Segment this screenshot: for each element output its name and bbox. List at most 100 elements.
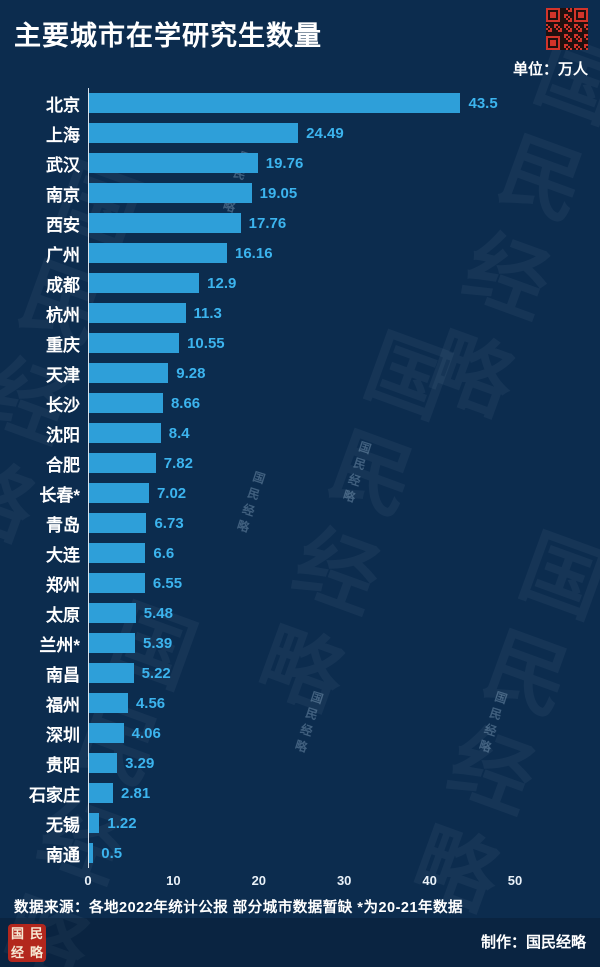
bar — [89, 153, 258, 173]
seal-char: 略 — [29, 945, 43, 960]
bar-value-label: 19.05 — [259, 184, 298, 202]
credit-label: 制作：国民经略 — [480, 934, 586, 951]
bar — [89, 363, 169, 383]
bar-row: 北京 43.5 — [0, 88, 600, 118]
bar — [89, 123, 299, 143]
bar-row: 广州 16.16 — [0, 238, 600, 268]
bar-category-label: 成都 — [46, 275, 80, 295]
bar — [89, 213, 241, 233]
bar-track: 6.73 — [88, 508, 600, 538]
bar-track: 3.29 — [88, 748, 600, 778]
bar-category-label: 杭州 — [46, 305, 80, 325]
bar-track: 11.3 — [88, 298, 600, 328]
bar-category-label: 大连 — [46, 545, 80, 565]
bar-category-label: 武汉 — [46, 155, 80, 175]
x-tick-label: 40 — [422, 873, 437, 888]
bar-category-label: 上海 — [46, 125, 80, 145]
bar-row: 青岛 6.73 — [0, 508, 600, 538]
bar-category-label: 南通 — [46, 845, 80, 865]
bar-value-label: 8.66 — [170, 394, 201, 412]
bar — [89, 693, 128, 713]
bar — [89, 843, 94, 863]
bar-track: 5.22 — [88, 658, 600, 688]
seal-char: 国 — [10, 926, 24, 941]
bar-value-label: 10.55 — [187, 334, 225, 352]
bar-category-label: 重庆 — [46, 335, 80, 355]
bar-row: 深圳 4.06 — [0, 718, 600, 748]
bar — [89, 753, 118, 773]
bar-track: 17.76 — [88, 208, 600, 238]
bar-value-label: 6.73 — [154, 514, 184, 532]
bar-category-label: 无锡 — [46, 815, 80, 835]
bar-track: 19.76 — [88, 148, 600, 178]
bar-value-label: 43.5 — [468, 94, 498, 112]
x-tick-label: 50 — [507, 873, 523, 888]
bar — [89, 483, 149, 503]
bar-category-label: 天津 — [46, 365, 80, 385]
bar-value-label: 5.48 — [143, 604, 173, 622]
bar-category-label: 深圳 — [46, 725, 80, 745]
bar-track: 12.9 — [88, 268, 600, 298]
x-axis: 0 10 20 30 40 50 — [0, 868, 600, 892]
bar-track: 4.06 — [88, 718, 600, 748]
bar-value-label: 24.49 — [306, 124, 344, 142]
bar-value-label: 8.4 — [168, 424, 190, 442]
bar-track: 6.55 — [88, 568, 600, 598]
bar-value-label: 0.5 — [101, 844, 123, 862]
bar-row: 郑州 6.55 — [0, 568, 600, 598]
bar-track: 43.5 — [88, 88, 600, 118]
bar-row: 重庆 10.55 — [0, 328, 600, 358]
bar-value-label: 9.28 — [176, 364, 206, 382]
bar-row: 贵阳 3.29 — [0, 748, 600, 778]
bar-row: 大连 6.6 — [0, 538, 600, 568]
seal-char: 民 — [29, 926, 43, 941]
bar-value-label: 7.82 — [163, 454, 193, 472]
bar — [89, 183, 252, 203]
bar-category-label: 南昌 — [46, 665, 80, 685]
bar-row: 长春* 7.02 — [0, 478, 600, 508]
x-tick-label: 30 — [336, 873, 352, 888]
bar-row: 无锡 1.22 — [0, 808, 600, 838]
bar-row: 武汉 19.76 — [0, 148, 600, 178]
bar-category-label: 贵阳 — [46, 755, 80, 775]
bar-track: 4.56 — [88, 688, 600, 718]
bar-category-label: 青岛 — [46, 515, 80, 535]
bar-track: 7.02 — [88, 478, 600, 508]
unit-label: 单位：万人 — [512, 61, 588, 78]
bar-row: 南通 0.5 — [0, 838, 600, 868]
footer-band: 国民经略 制作：国民经略 — [0, 918, 600, 967]
bar-category-label: 长沙 — [46, 395, 80, 415]
bar — [89, 423, 161, 443]
bar-value-label: 2.81 — [120, 784, 151, 802]
bar — [89, 813, 100, 833]
bar-track: 0.5 — [88, 838, 600, 868]
bar-track: 5.48 — [88, 598, 600, 628]
bar-category-label: 南京 — [46, 185, 80, 205]
bar-value-label: 19.76 — [265, 154, 304, 172]
x-tick-label: 10 — [166, 873, 181, 888]
bar-row: 南京 19.05 — [0, 178, 600, 208]
brand-seal-icon: 国民经略 — [8, 924, 46, 962]
bar-category-label: 兰州* — [39, 635, 80, 655]
bar — [89, 663, 134, 683]
bar-rows: 北京 43.5 上海 24.49 武汉 19.76 南京 19.05 西安 17.76 广州 16.1… — [0, 88, 600, 868]
bar-row: 成都 12.9 — [0, 268, 600, 298]
bar-track: 16.16 — [88, 238, 600, 268]
bar-value-label: 17.76 — [248, 214, 287, 232]
bar — [89, 573, 145, 593]
bar-category-label: 广州 — [46, 245, 80, 265]
bar-category-label: 西安 — [46, 215, 80, 235]
bar — [89, 303, 186, 323]
bar-value-label: 11.3 — [193, 304, 222, 322]
bar-category-label: 福州 — [46, 695, 80, 715]
bar-value-label: 12.9 — [207, 274, 237, 292]
bar — [89, 453, 156, 473]
bar — [89, 93, 461, 113]
bar-value-label: 4.56 — [135, 694, 166, 712]
bar-track: 7.82 — [88, 448, 600, 478]
bar — [89, 543, 146, 563]
bar-value-label: 1.22 — [107, 814, 137, 832]
bar-value-label: 5.39 — [143, 634, 173, 652]
bar-row: 福州 4.56 — [0, 688, 600, 718]
